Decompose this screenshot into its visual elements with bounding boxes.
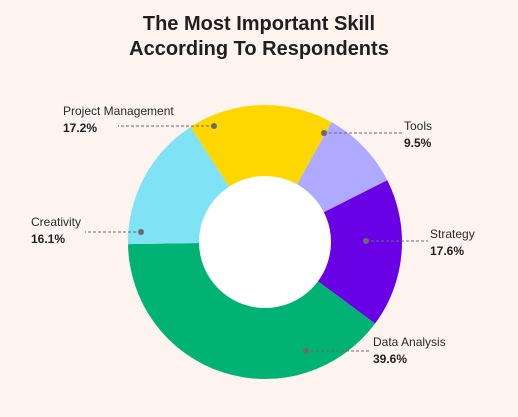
- leader-dot: [138, 229, 144, 235]
- slice-value-label: 39.6%: [373, 352, 407, 366]
- slice-value-label: 9.5%: [404, 136, 432, 150]
- slice-label: Creativity: [31, 215, 81, 229]
- slice-value-label: 17.6%: [430, 244, 464, 258]
- leader-dot: [363, 238, 369, 244]
- leader-dot: [211, 123, 217, 129]
- chart-title: The Most Important Skill According To Re…: [0, 12, 518, 62]
- leader-dot: [321, 130, 327, 136]
- leader-dot: [303, 348, 309, 354]
- slice-label: Strategy: [430, 227, 475, 241]
- slice-data-analysis: [128, 242, 376, 379]
- slice-label: Project Management: [63, 104, 174, 118]
- slice-label: Tools: [404, 119, 432, 133]
- leader-lines: [85, 123, 428, 354]
- slice-value-label: 16.1%: [31, 232, 65, 246]
- chart-title-line-2: According To Respondents: [129, 38, 389, 60]
- donut-hole: [199, 176, 331, 308]
- chart-title-line-1: The Most Important Skill: [142, 13, 376, 35]
- slice-project-management: [190, 105, 332, 242]
- slice-label: Data Analysis: [373, 335, 446, 349]
- slice-labels: Tools 9.5% Strategy 17.6% Data Analysis 39.6%…: [31, 104, 475, 366]
- slice-strategy: [265, 180, 402, 324]
- slice-value-label: 17.2%: [63, 121, 97, 135]
